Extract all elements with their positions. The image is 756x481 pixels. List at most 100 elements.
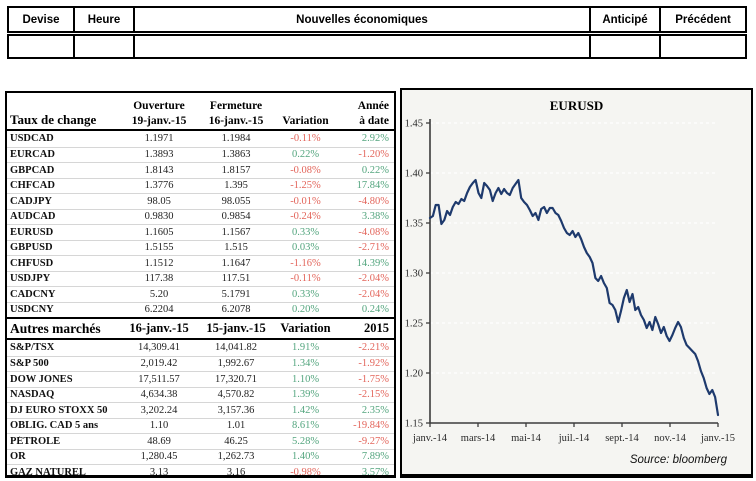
value-cell: 14,041.82 [215, 342, 257, 354]
value-cell: 6.2078 [221, 304, 251, 316]
value-cell: 3.16 [226, 466, 246, 478]
news-empty-cell [661, 36, 745, 57]
x-tick-label: janv.-14 [412, 433, 448, 444]
markets-row: NASDAQ 4,634.38 4,570.82 1.39% -2.15% [7, 386, 394, 403]
news-empty-cell [591, 36, 661, 57]
value-cell: 1,992.67 [217, 358, 255, 370]
axes [429, 119, 718, 424]
instrument-label: DOW JONES [10, 373, 73, 385]
rates-row: USDCNY 6.2204 6.2078 0.20% 0.24% [7, 301, 394, 318]
x-tick-label: mars-14 [461, 433, 496, 444]
instrument-label: USDJPY [10, 273, 51, 285]
value-cell: 2.92% [361, 133, 389, 145]
rates-row: AUDCAD 0.9830 0.9854 -0.24% 3.38% [7, 208, 394, 225]
rates-row: GBPUSD 1.5155 1.515 0.03% -2.71% [7, 239, 394, 256]
news-header-heure: Heure [75, 8, 135, 31]
value-cell: 1,280.45 [140, 451, 178, 463]
instrument-label: GBPUSD [10, 242, 53, 254]
rates-row: USDCAD 1.1971 1.1984 -0.11% 2.92% [7, 131, 394, 147]
value-cell: -0.98% [290, 466, 321, 478]
value-cell: 3.57% [361, 466, 389, 478]
ytd-label-2: à date [359, 114, 389, 127]
rates-rows: USDCAD 1.1971 1.1984 -0.11% 2.92% EURCAD 1.389… [7, 131, 394, 317]
y-tick-label: 1.30 [405, 269, 423, 280]
open-date: 19-janv.-15 [131, 114, 187, 127]
value-cell: 1.42% [291, 404, 320, 416]
instrument-label: AUDCAD [10, 211, 56, 223]
value-cell: -1.20% [358, 149, 389, 161]
value-cell: -4.08% [358, 226, 389, 238]
value-cell: -1.25% [290, 180, 321, 192]
value-cell: -19.84% [353, 420, 389, 432]
value-cell: 0.9830 [144, 211, 174, 223]
instrument-label: NASDAQ [10, 389, 55, 401]
price-line [428, 178, 720, 417]
x-tick-label: sept.-14 [605, 433, 639, 444]
markets-header-row: Autres marchés 16-janv.-15 15-janv.-15 V… [7, 317, 394, 340]
value-cell: -2.71% [358, 242, 389, 254]
instrument-label: CADCNY [10, 288, 56, 300]
news-header-row: Devise Heure Nouvelles économiques Antic… [7, 6, 747, 33]
news-header-precedent: Précédent [675, 13, 731, 26]
instrument-label: EURCAD [10, 149, 55, 161]
instrument-label: USDCNY [10, 304, 54, 316]
instrument-label: S&P 500 [10, 358, 49, 370]
rates-ytd-header: Année à date [337, 99, 394, 128]
value-cell: -0.01% [290, 195, 321, 207]
eurusd-chart: 1.15 1.20 1.25 1.30 1.35 1.40 1.45 janv.-14 mars… [405, 119, 735, 445]
value-cell: 8.61% [291, 420, 320, 432]
value-cell: 3,157.36 [217, 404, 255, 416]
value-cell: 117.38 [144, 273, 174, 285]
value-cell: 1.1567 [221, 226, 251, 238]
value-cell: 1.3893 [144, 149, 174, 161]
value-cell: 0.22% [361, 164, 389, 176]
value-cell: -9.27% [358, 435, 389, 447]
value-cell: 0.33% [291, 226, 320, 238]
chart-panel: 1.15 1.20 1.25 1.30 1.35 1.40 1.45 janv.-14 mars… [400, 88, 753, 478]
news-empty-cell [9, 36, 75, 57]
markets-row: S&P 500 2,019.42 1,992.67 1.34% -1.92% [7, 355, 394, 372]
value-cell: 1.8157 [221, 164, 251, 176]
markets-col1-header: 16-janv.-15 [129, 321, 189, 335]
news-empty-cell [135, 36, 591, 57]
value-cell: -2.15% [358, 389, 389, 401]
value-cell: 1.10% [291, 373, 320, 385]
value-cell: 1.515 [224, 242, 248, 254]
value-cell: -2.04% [358, 288, 389, 300]
value-cell: -1.92% [358, 358, 389, 370]
rates-open-column-header: Ouverture 19-janv.-15 [120, 99, 198, 128]
ytd-label-1: Année [357, 100, 389, 113]
x-tick-label: nov.-14 [654, 433, 686, 444]
rates-row: CADCNY 5.20 5.1791 0.33% -2.04% [7, 286, 394, 302]
instrument-label: OBLIG. CAD 5 ans [10, 420, 99, 432]
value-cell: -1.16% [290, 257, 321, 269]
x-tick-label: juil.-14 [558, 433, 590, 444]
x-tick-label: mai-14 [511, 433, 541, 444]
markets-row: OBLIG. CAD 5 ans 1.10 1.01 8.61% -19.84% [7, 417, 394, 434]
value-cell: 117.51 [221, 273, 251, 285]
value-cell: 1.1971 [144, 133, 174, 145]
value-cell: 1.5155 [144, 242, 174, 254]
value-cell: 1.8143 [144, 164, 174, 176]
instrument-label: EURUSD [10, 226, 54, 238]
value-cell: 0.9854 [221, 211, 251, 223]
rates-row: CHFUSD 1.1512 1.1647 -1.16% 14.39% [7, 255, 394, 271]
markets-variation-header: Variation [280, 321, 331, 335]
markets-col2-header: 15-janv.-15 [206, 321, 266, 335]
news-table: Devise Heure Nouvelles économiques Antic… [7, 6, 747, 59]
value-cell: -4.80% [358, 195, 389, 207]
value-cell: 3,202.24 [140, 404, 178, 416]
value-cell: 3.38% [361, 211, 389, 223]
value-cell: 4,634.38 [140, 389, 178, 401]
rates-row: USDJPY 117.38 117.51 -0.11% -2.04% [7, 270, 394, 287]
value-cell: 0.20% [291, 304, 320, 316]
markets-title: Autres marchés [10, 320, 101, 336]
value-cell: 1.3776 [144, 180, 174, 192]
value-cell: 2.35% [361, 404, 389, 416]
close-label: Fermeture [209, 100, 263, 113]
value-cell: 5.1791 [221, 288, 251, 300]
y-tick-label: 1.15 [405, 419, 423, 430]
value-cell: 1.395 [224, 180, 248, 192]
value-cell: 1.91% [291, 342, 320, 354]
